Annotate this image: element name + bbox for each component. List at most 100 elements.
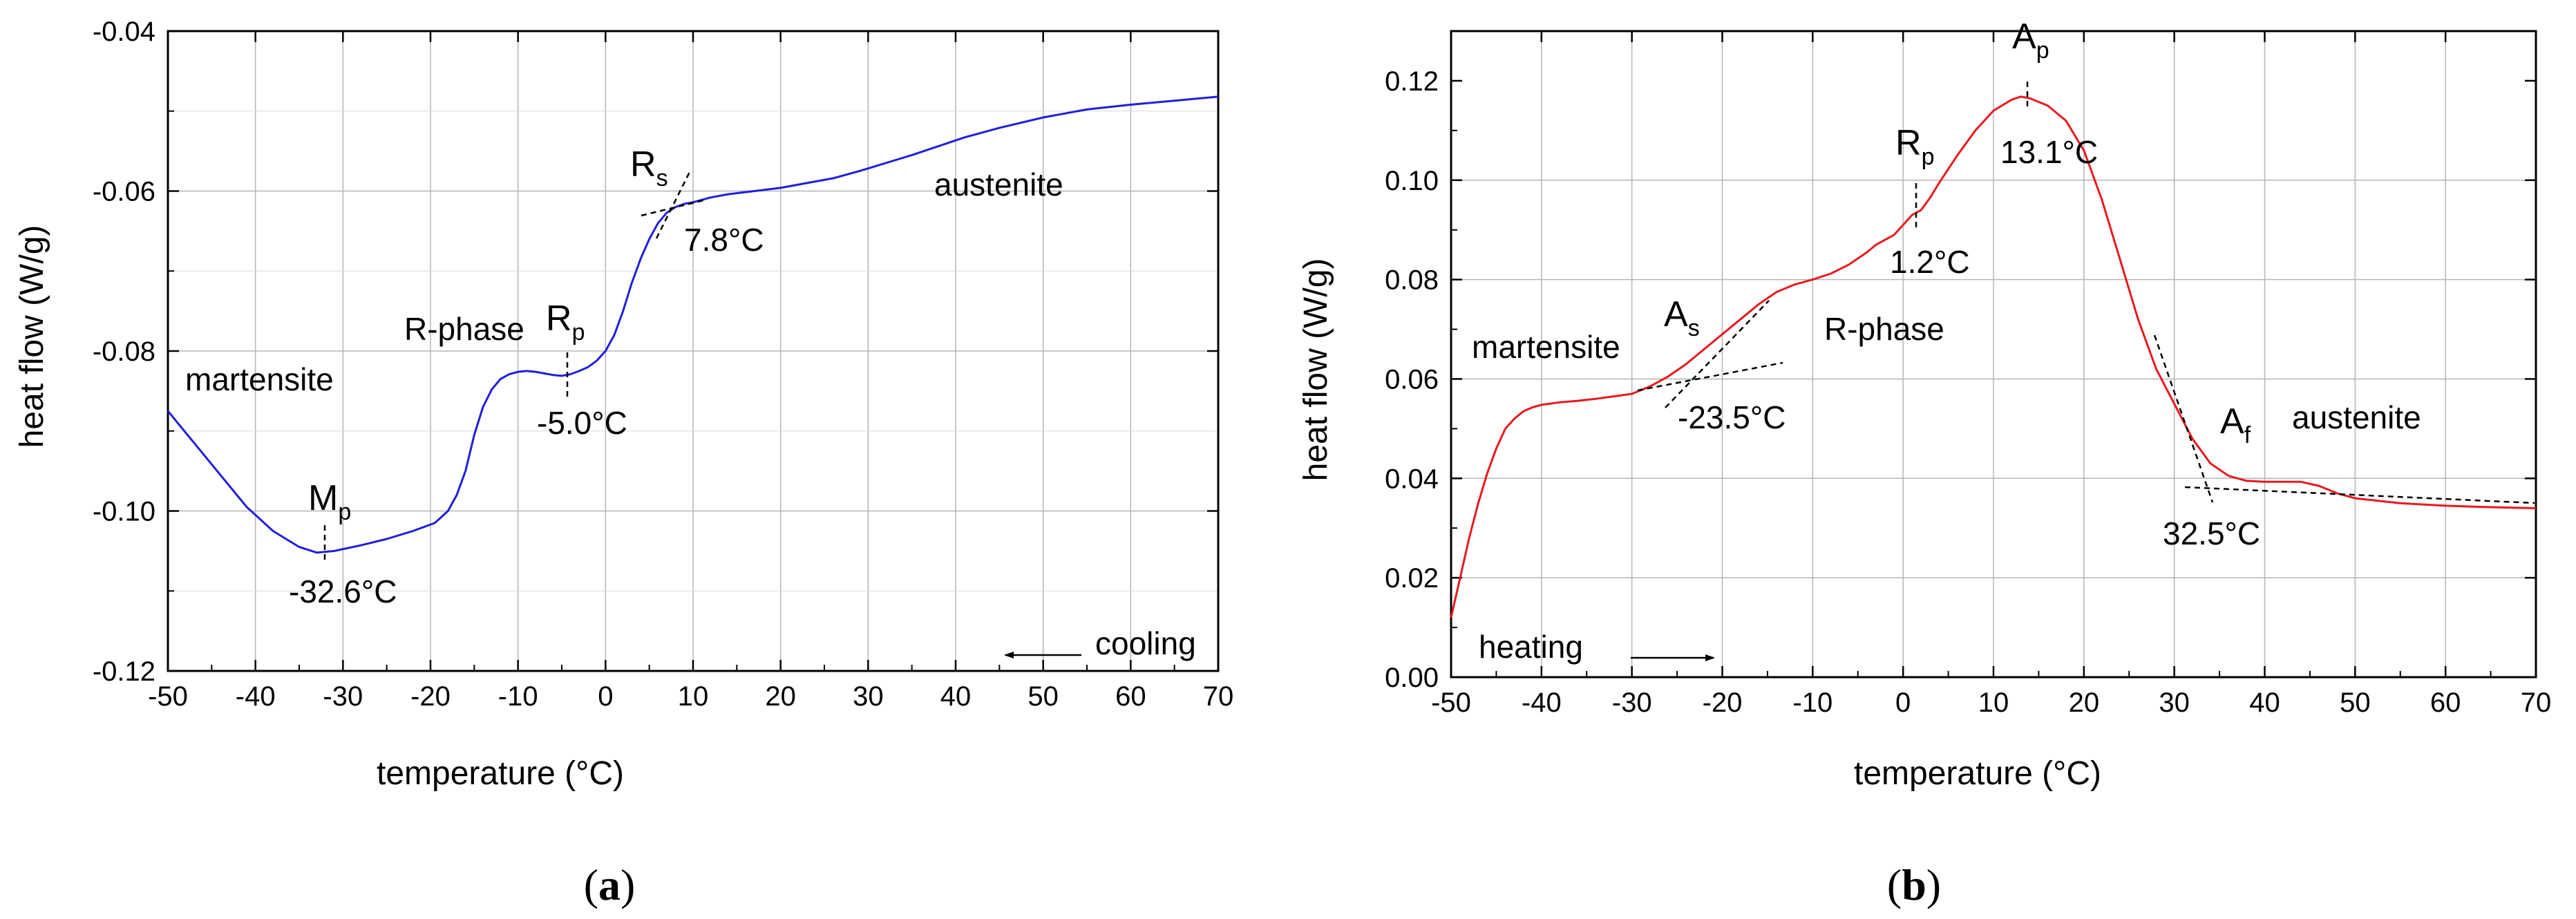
- ap-main: A: [2012, 17, 2036, 57]
- x-tick-label: 10: [678, 681, 709, 712]
- x-tick-label: -50: [148, 681, 188, 712]
- y-tick-label: 0.06: [1385, 364, 1439, 395]
- x-tick-label: 70: [1203, 681, 1234, 712]
- svg-text:Rp: Rp: [1895, 123, 1934, 170]
- y-axis-title-b: heat flow (W/g): [1298, 258, 1334, 482]
- x-axis-title-b: temperature (°C): [1854, 755, 2101, 792]
- rs-tangent-2: [655, 169, 692, 239]
- series-line-heating: [1450, 95, 2537, 618]
- rp-sub-b: p: [1922, 144, 1935, 170]
- rs-main: R: [630, 144, 656, 184]
- x-tick-label: -30: [1612, 688, 1652, 718]
- x-tick-label: -40: [1522, 688, 1562, 718]
- annotation-af: Af 32.5°C: [2153, 334, 2535, 551]
- y-tick-label: 0.12: [1385, 66, 1439, 97]
- annotation-ap: Ap 13.1°C: [2000, 17, 2098, 170]
- af-tangent-2: [2184, 486, 2535, 504]
- svg-text:As: As: [1664, 294, 1700, 341]
- x-tick-label: -20: [410, 681, 451, 712]
- plot-frame-b: [1450, 30, 2537, 679]
- x-tick-label: 60: [1115, 681, 1146, 712]
- cooling-label: cooling: [1095, 625, 1196, 661]
- rp-main-a: R: [546, 299, 572, 339]
- as-main: A: [1664, 294, 1688, 334]
- svg-text:Rs: Rs: [630, 144, 668, 191]
- svg-text:Af: Af: [2220, 401, 2251, 448]
- svg-text:Mp: Mp: [308, 478, 351, 525]
- axis-ticks-a: [167, 30, 1220, 672]
- svg-text:Ap: Ap: [2012, 17, 2049, 64]
- rp-sub-a: p: [572, 319, 585, 345]
- x-tick-label: 50: [1027, 681, 1059, 712]
- x-axis-title-a: temperature (°C): [377, 755, 624, 792]
- heating-indicator: heating: [1479, 629, 1715, 665]
- x-tick-label: -10: [498, 681, 538, 712]
- x-tick-label: 60: [2430, 688, 2461, 718]
- x-tick-label: 50: [2340, 688, 2371, 718]
- x-tick-label: -20: [1703, 688, 1743, 718]
- rs-temp-label: 7.8°C: [684, 222, 764, 258]
- ap-sub: p: [2036, 37, 2049, 64]
- annotation-mp: Mp -32.6°C: [289, 478, 397, 609]
- svg-text:Rp: Rp: [546, 299, 585, 345]
- x-tick-label: -30: [323, 681, 363, 712]
- tick-labels-b: -50 -40 -30 -20 -10 0 10 20 30 40 50 60 70 0.00 0.02 0.…: [1385, 66, 2551, 718]
- x-tick-label: 30: [2159, 688, 2190, 718]
- af-temp-label: 32.5°C: [2163, 515, 2260, 551]
- y-tick-label: -0.12: [93, 656, 155, 687]
- x-tick-label: 20: [765, 681, 796, 712]
- panel-label-a: (a): [584, 860, 636, 909]
- x-tick-label: -10: [1792, 688, 1832, 718]
- x-tick-label: 20: [2069, 688, 2100, 718]
- x-tick-label: -50: [1431, 688, 1471, 718]
- rp-temp-label-a: -5.0°C: [537, 405, 627, 441]
- y-tick-label: -0.04: [93, 17, 155, 47]
- annotation-rp-b: Rp 1.2°C: [1890, 123, 1970, 280]
- rp-temp-label-b: 1.2°C: [1890, 244, 1970, 280]
- x-tick-label: 0: [598, 681, 613, 712]
- label-martensite-b: martensite: [1472, 329, 1620, 365]
- x-tick-label: 40: [940, 681, 972, 712]
- mp-sub: p: [338, 499, 351, 525]
- rs-sub: s: [656, 165, 668, 191]
- x-tick-label: 40: [2249, 688, 2280, 718]
- y-tick-label: -0.08: [93, 337, 155, 367]
- x-tick-label: 0: [1895, 688, 1911, 718]
- af-sub: f: [2244, 422, 2251, 448]
- cooling-indicator: cooling: [1004, 625, 1196, 661]
- grid-a: [168, 31, 1218, 671]
- mp-temp-label: -32.6°C: [289, 574, 397, 609]
- y-tick-label: 0.00: [1385, 663, 1439, 693]
- as-tangent-1: [1637, 361, 1783, 392]
- af-main: A: [2220, 401, 2244, 442]
- y-tick-label: 0.10: [1385, 166, 1439, 196]
- label-austenite-b: austenite: [2292, 399, 2421, 435]
- heating-label: heating: [1479, 629, 1583, 665]
- panel-label-b: (b): [1887, 860, 1941, 909]
- as-temp-label: -23.5°C: [1678, 399, 1786, 435]
- mp-main: M: [308, 478, 338, 518]
- af-tangent-1: [2153, 334, 2214, 503]
- grid-b: [1451, 31, 2536, 677]
- chart-panel-a: -50 -40 -30 -20 -10 0 10 20 30 40 50 60 70 -0.12 -0.10…: [14, 17, 1233, 909]
- label-martensite-a: martensite: [185, 361, 334, 397]
- chart-panel-b: -50 -40 -30 -20 -10 0 10 20 30 40 50 60 70 0.00 0.02 0.…: [1298, 17, 2551, 909]
- tick-labels-a: -50 -40 -30 -20 -10 0 10 20 30 40 50 60 70 -0.12 -0.10…: [93, 17, 1233, 712]
- series-line-cooling: [167, 95, 1219, 554]
- label-r-phase-a: R-phase: [404, 311, 524, 347]
- annotation-as: As -23.5°C: [1637, 294, 1786, 435]
- y-tick-label: 0.02: [1385, 563, 1439, 594]
- y-tick-label: -0.06: [93, 177, 155, 207]
- x-tick-label: -40: [236, 681, 276, 712]
- y-tick-label: -0.10: [93, 497, 155, 527]
- annotation-rs: Rs 7.8°C: [630, 144, 764, 258]
- as-sub: s: [1688, 315, 1700, 341]
- as-tangent-2: [1665, 300, 1770, 408]
- x-tick-label: 30: [853, 681, 884, 712]
- ap-temp-label: 13.1°C: [2000, 134, 2098, 170]
- label-r-phase-b: R-phase: [1824, 311, 1944, 347]
- label-austenite-a: austenite: [934, 167, 1063, 202]
- y-tick-label: 0.04: [1385, 464, 1439, 494]
- x-tick-label: 70: [2521, 688, 2552, 718]
